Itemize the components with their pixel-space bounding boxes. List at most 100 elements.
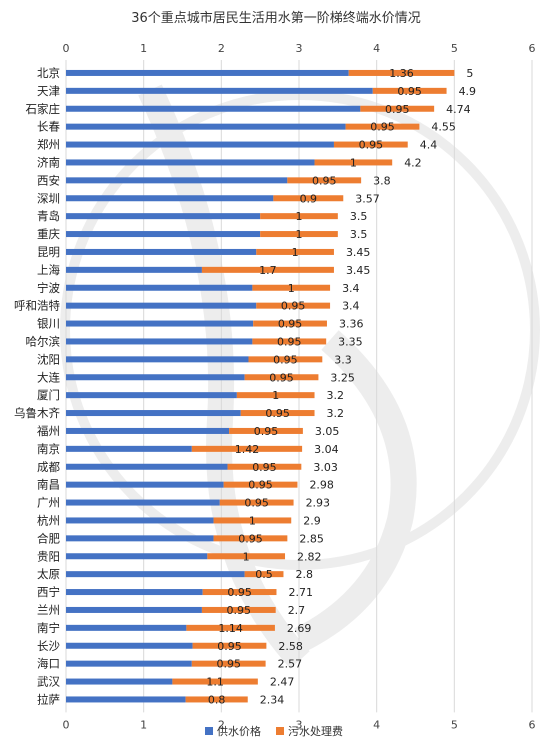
total-price-label: 4.4 [420, 139, 438, 152]
total-price-label: 2.82 [297, 550, 322, 563]
x-tick-label-bottom: 0 [63, 718, 70, 731]
bar-supply-price [66, 624, 187, 631]
bar-sewage-fee [240, 410, 315, 417]
category-label: 济南 [37, 155, 60, 169]
total-price-label: 3.2 [327, 389, 345, 402]
bar-supply-price [66, 87, 373, 94]
sewage-fee-label: 0.8 [208, 693, 226, 706]
sewage-fee-label: 1 [296, 228, 303, 241]
total-price-label: 3.04 [314, 443, 339, 456]
total-price-label: 2.93 [306, 497, 331, 510]
data-labels: 1.36 5 0.95 4.9 0.95 4.74 0.95 4.55 0.95 4.4 1 4.2 0… [206, 67, 476, 707]
bar-sewage-fee [348, 69, 455, 76]
bar-sewage-fee [273, 195, 344, 202]
bar-sewage-fee [236, 392, 315, 399]
x-tick-label-bottom: 2 [218, 718, 225, 731]
category-label: 银川 [37, 317, 60, 331]
total-price-label: 3.4 [342, 282, 360, 295]
category-label: 大连 [37, 370, 60, 384]
bar-supply-price [66, 606, 202, 613]
category-label: 厦门 [37, 388, 60, 402]
sewage-fee-label: 0.95 [273, 353, 298, 366]
bar-sewage-fee [192, 642, 267, 649]
bar-supply-price [66, 141, 334, 148]
bar-supply-price [66, 231, 261, 238]
category-label: 杭州 [37, 513, 60, 527]
bar-sewage-fee [252, 284, 331, 291]
total-price-label: 3.4 [342, 300, 360, 313]
total-price-label: 2.98 [309, 479, 334, 492]
bar-supply-price [66, 571, 245, 578]
category-label: 青岛 [37, 209, 60, 223]
category-label: 上海 [37, 263, 60, 277]
bar-supply-price [66, 642, 193, 649]
sewage-fee-label: 0.95 [244, 497, 269, 510]
bar-sewage-fee [244, 571, 284, 578]
bar-supply-price [66, 123, 346, 130]
bar-supply-price [66, 105, 361, 112]
bar-supply-price [66, 356, 249, 363]
bar-sewage-fee [248, 356, 323, 363]
x-tick-label-bottom: 1 [140, 718, 147, 731]
total-price-label: 2.58 [278, 640, 303, 653]
bar-supply-price [66, 499, 220, 506]
bar-supply-price [66, 159, 315, 166]
sewage-fee-label: 0.95 [252, 461, 277, 474]
sewage-fee-label: 1.7 [259, 264, 277, 277]
category-label: 贵阳 [37, 549, 60, 563]
bar-supply-price [66, 553, 208, 560]
total-price-label: 2.8 [295, 568, 313, 581]
bar-supply-price [66, 213, 261, 220]
sewage-fee-label: 1 [288, 282, 295, 295]
sewage-fee-label: 0.95 [254, 425, 279, 438]
bars [66, 69, 455, 703]
legend-swatch-sewage [276, 727, 284, 735]
bar-supply-price [66, 589, 203, 596]
bar-supply-price [66, 302, 257, 309]
bar-sewage-fee [185, 696, 248, 703]
chart-title: 36个重点城市居民生活用水第一阶梯终端水价情况 [131, 10, 421, 26]
category-label: 西安 [37, 173, 60, 187]
bar-supply-price [66, 195, 274, 202]
category-label: 南京 [37, 442, 60, 456]
bar-supply-price [66, 338, 253, 345]
total-price-label: 3.2 [327, 407, 345, 420]
bar-sewage-fee [360, 105, 435, 112]
sewage-fee-label: 0.95 [216, 658, 241, 671]
bar-sewage-fee [213, 517, 292, 524]
category-label: 天津 [37, 84, 60, 98]
category-label: 哈尔滨 [26, 334, 61, 348]
category-label: 重庆 [37, 227, 60, 241]
category-label: 深圳 [37, 191, 60, 205]
category-label: 郑州 [37, 138, 60, 152]
sewage-fee-label: 1 [272, 389, 279, 402]
bar-sewage-fee [223, 481, 298, 488]
sewage-fee-label: 0.95 [278, 318, 303, 331]
x-tick-label-bottom: 3 [296, 718, 303, 731]
sewage-fee-label: 0.95 [385, 103, 410, 116]
x-axis-bottom: 0 1 2 3 4 5 6 [63, 718, 536, 731]
sewage-fee-label: 0.95 [277, 335, 302, 348]
category-label: 北京 [37, 66, 60, 80]
bar-supply-price [66, 696, 186, 703]
bar-sewage-fee [213, 535, 288, 542]
bar-sewage-fee [252, 338, 327, 345]
category-label: 西宁 [37, 585, 60, 599]
total-price-label: 3.25 [330, 371, 355, 384]
sewage-fee-label: 1 [292, 246, 299, 259]
bar-supply-price [66, 678, 173, 685]
total-price-label: 3.05 [315, 425, 340, 438]
bar-supply-price [66, 410, 241, 417]
sewage-fee-label: 0.95 [370, 121, 395, 134]
total-price-label: 3.35 [338, 335, 363, 348]
category-label: 石家庄 [26, 102, 61, 116]
bar-sewage-fee [256, 302, 331, 309]
sewage-fee-label: 0.5 [255, 568, 273, 581]
legend-swatch-supply [205, 727, 213, 735]
category-label: 成都 [37, 460, 60, 474]
total-price-label: 3.3 [334, 353, 352, 366]
total-price-label: 2.7 [288, 604, 306, 617]
category-label: 昆明 [37, 245, 60, 259]
category-label: 福州 [37, 424, 60, 438]
total-price-label: 2.9 [303, 514, 321, 527]
